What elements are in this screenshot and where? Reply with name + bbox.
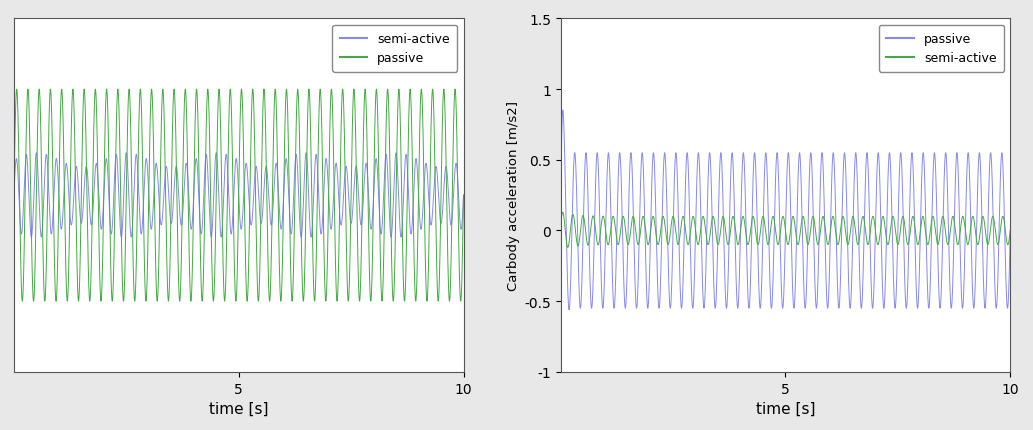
Y-axis label: Carbody acceleration [m/s2]: Carbody acceleration [m/s2] [507, 101, 520, 290]
X-axis label: time [s]: time [s] [756, 401, 815, 416]
X-axis label: time [s]: time [s] [209, 401, 269, 416]
Legend: passive, semi-active: passive, semi-active [879, 25, 1004, 73]
Legend: semi-active, passive: semi-active, passive [333, 25, 458, 73]
